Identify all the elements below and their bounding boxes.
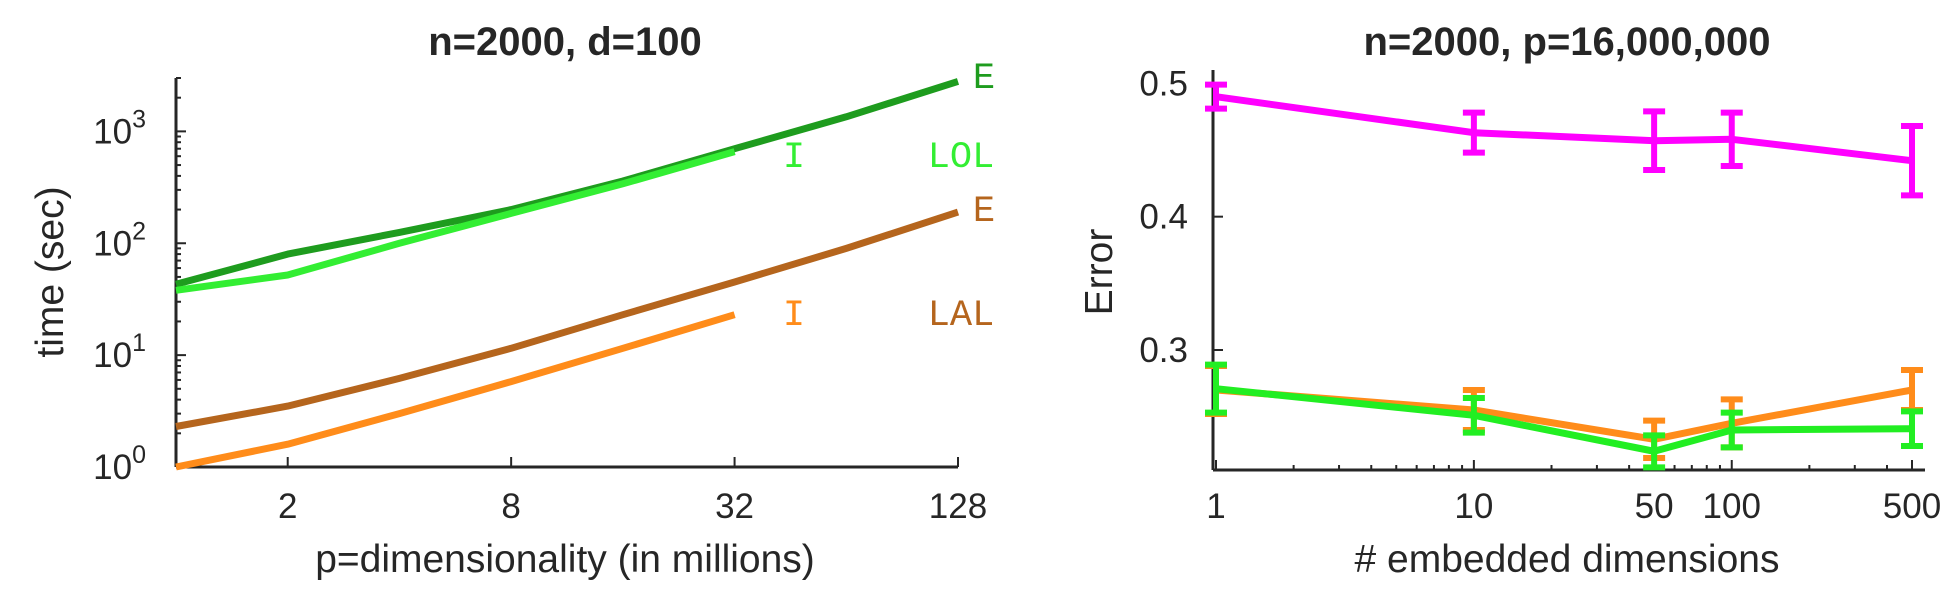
x-axis-label: # embedded dimensions [1355,538,1780,581]
y-axis-label: time (sec) [29,186,72,357]
series-line-2 [175,208,960,430]
series-group [175,78,960,471]
y-tick-label: 0.3 [1139,331,1188,370]
x-tick-group: 1 10 50 100 500 [1206,460,1941,526]
y-tick-label: 0.4 [1139,198,1188,237]
chart-title: n=2000, d=100 [428,20,702,64]
x-tick-label: 1 [1206,487,1225,526]
error-bar [1462,109,1485,156]
x-tick-label: 8 [501,487,520,526]
y-tick-group: 100 101 102 103 [93,77,186,487]
y-tick-label: 101 [93,329,146,375]
x-tick-label: 500 [1883,487,1941,526]
series-line-0 [175,78,960,288]
error-bar [1462,395,1485,436]
error-bar [1901,123,1923,199]
y-tick-label: 102 [93,217,146,263]
x-axis-label: p=dimensionality (in millions) [315,538,815,581]
x-tick-label: 100 [1703,487,1761,526]
y-tick-label: 0.5 [1139,64,1188,103]
annotation-e-green: E [973,58,995,100]
error-bar [1643,432,1666,471]
error-bar [1720,409,1743,451]
error-bar [1720,109,1743,169]
time-vs-dimensionality-chart: n=2000, d=100 100 101 102 103 2 8 32 128 p=dim… [29,20,995,581]
error-bar [1205,81,1227,112]
x-tick-label: 10 [1454,487,1493,526]
series-line-3 [175,311,736,471]
y-tick-group: 0.3 0.4 0.5 [1139,64,1223,370]
x-tick-label: 2 [278,487,297,526]
series-line-2 [1215,385,1913,455]
x-tick-label: 32 [715,487,754,526]
y-tick-label: 103 [93,105,146,151]
error-bar [1205,361,1227,416]
annotation-lol: LOL [928,137,995,179]
error-bar [1901,408,1923,449]
annotation-i-green: I [783,137,805,179]
y-axis-label: Error [1078,229,1121,316]
x-tick-group: 2 8 32 128 [278,457,987,526]
error-vs-embedded-dimensions-chart: n=2000, p=16,000,000 0.3 0.4 0.5 1 10 50 100 5… [1078,20,1941,581]
error-bar [1643,108,1666,173]
series-line-1 [175,148,736,294]
series-group [1205,81,1923,471]
annotation-lal: LAL [928,295,995,337]
x-tick-label: 50 [1635,487,1674,526]
x-tick-label: 128 [929,487,987,526]
y-tick-label: 100 [93,441,146,487]
annotation-e-brown: E [973,191,995,233]
annotation-i-orange: I [783,295,805,337]
series-line-0 [1215,93,1913,165]
chart-title: n=2000, p=16,000,000 [1364,20,1771,64]
